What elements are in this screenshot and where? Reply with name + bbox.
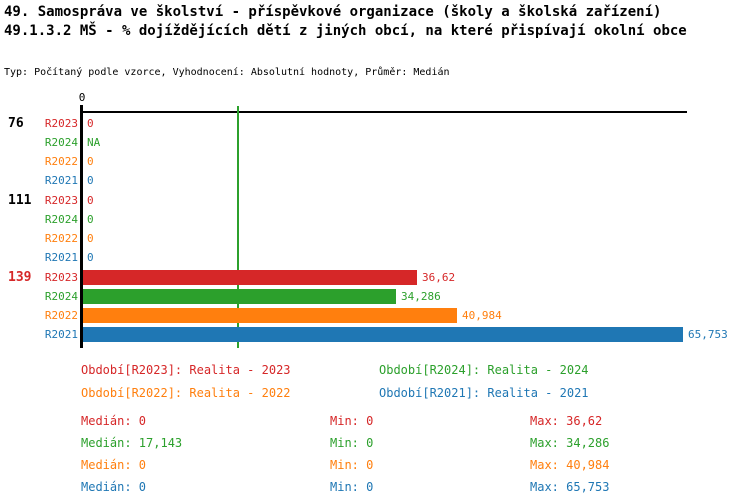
series-label: R2023 — [44, 117, 78, 130]
value-label: 0 — [87, 194, 94, 207]
horizontal-axis-line — [81, 111, 687, 113]
stat-median: Medián: 0 — [81, 458, 147, 472]
series-label: R2021 — [44, 174, 78, 187]
value-label: 0 — [87, 117, 94, 130]
series-label: R2024 — [44, 136, 78, 149]
value-label: 0 — [87, 213, 94, 226]
series-label: R2021 — [44, 251, 78, 264]
value-label: 0 — [87, 155, 94, 168]
legend-item: Období[R2021]: Realita - 2021 — [379, 386, 589, 400]
page-title-line2: 49.1.3.2 MŠ - % dojíždějících dětí z jin… — [4, 23, 687, 39]
value-label: NA — [87, 136, 101, 149]
stat-min: Min: 0 — [330, 480, 374, 494]
series-label: R2023 — [44, 194, 78, 207]
group-label: 139 — [8, 270, 32, 285]
legend-item: Období[R2022]: Realita - 2022 — [81, 386, 291, 400]
median-line — [237, 106, 239, 348]
chart-meta: Typ: Počítaný podle vzorce, Vyhodnocení:… — [4, 67, 450, 78]
stat-median: Medián: 0 — [81, 414, 147, 428]
value-bar — [83, 289, 396, 304]
vertical-axis-line — [80, 105, 83, 348]
series-label: R2022 — [44, 155, 78, 168]
stat-max: Max: 34,286 — [530, 436, 610, 450]
series-label: R2021 — [44, 328, 78, 341]
value-label: 0 — [87, 232, 94, 245]
series-label: R2024 — [44, 290, 78, 303]
series-label: R2023 — [44, 271, 78, 284]
value-label: 34,286 — [401, 290, 441, 303]
group-label: 76 — [8, 116, 24, 131]
value-bar — [83, 308, 457, 323]
legend-item: Období[R2023]: Realita - 2023 — [81, 363, 291, 377]
series-label: R2024 — [44, 213, 78, 226]
legend-item: Období[R2024]: Realita - 2024 — [379, 363, 589, 377]
axis-zero-tick-label: 0 — [78, 91, 86, 104]
value-label: 0 — [87, 251, 94, 264]
stat-min: Min: 0 — [330, 436, 374, 450]
value-label: 36,62 — [422, 271, 456, 284]
series-label: R2022 — [44, 309, 78, 322]
page-title-line1: 49. Samospráva ve školství - příspěvkové… — [4, 4, 662, 20]
series-label: R2022 — [44, 232, 78, 245]
value-label: 0 — [87, 174, 94, 187]
stat-min: Min: 0 — [330, 458, 374, 472]
group-label: 111 — [8, 193, 32, 208]
value-bar — [83, 327, 683, 342]
value-label: 40,984 — [462, 309, 502, 322]
stat-max: Max: 36,62 — [530, 414, 603, 428]
value-bar — [83, 270, 417, 285]
value-label: 65,753 — [688, 328, 728, 341]
stat-max: Max: 65,753 — [530, 480, 610, 494]
stat-median: Medián: 0 — [81, 480, 147, 494]
stat-max: Max: 40,984 — [530, 458, 610, 472]
stat-median: Medián: 17,143 — [81, 436, 183, 450]
stat-min: Min: 0 — [330, 414, 374, 428]
